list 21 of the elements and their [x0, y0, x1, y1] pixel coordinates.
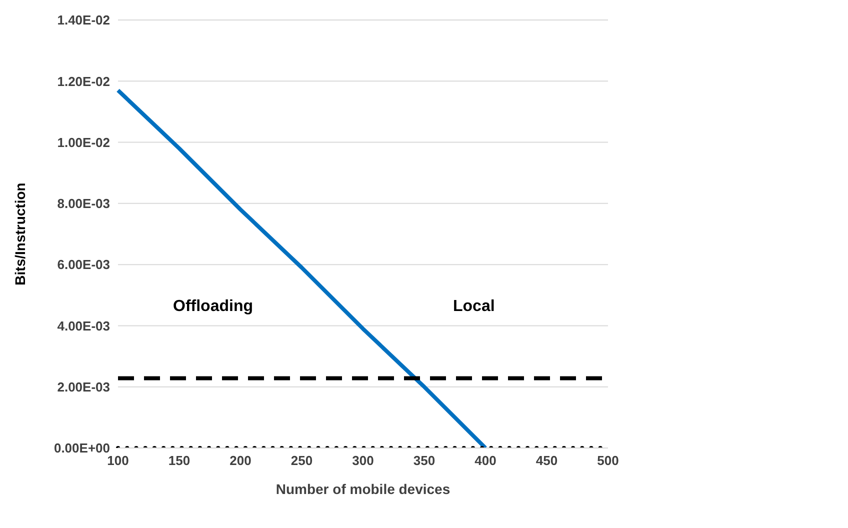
x-tick-label: 350 — [413, 453, 436, 468]
x-tick-label: 250 — [290, 453, 313, 468]
x-tick-label: 500 — [597, 453, 619, 468]
x-axis-title: Number of mobile devices — [276, 481, 450, 497]
y-tick-label: 8.00E-03 — [57, 196, 110, 212]
x-tick-label: 300 — [352, 453, 374, 468]
x-tick-label: 450 — [536, 453, 558, 468]
y-tick-label: 0.00E+00 — [54, 440, 110, 456]
y-tick-label: 6.00E-03 — [57, 257, 110, 272]
x-tick-label: 100 — [107, 453, 129, 468]
y-tick-label: 1.20E-02 — [57, 74, 110, 89]
x-tick-label: 400 — [474, 453, 496, 468]
annotation: Local — [453, 298, 495, 316]
y-axis-title: Bits/Instruction — [12, 182, 28, 286]
x-tick-label: 200 — [230, 453, 252, 468]
y-tick-label: 1.00E-02 — [57, 134, 110, 150]
annotation: Offloading — [173, 298, 253, 316]
y-tick-label: 2.00E-03 — [57, 379, 110, 394]
y-tick-label: 4.00E-03 — [57, 318, 110, 334]
y-tick-label: 1.40E-02 — [57, 12, 110, 28]
x-tick-label: 150 — [168, 453, 190, 468]
